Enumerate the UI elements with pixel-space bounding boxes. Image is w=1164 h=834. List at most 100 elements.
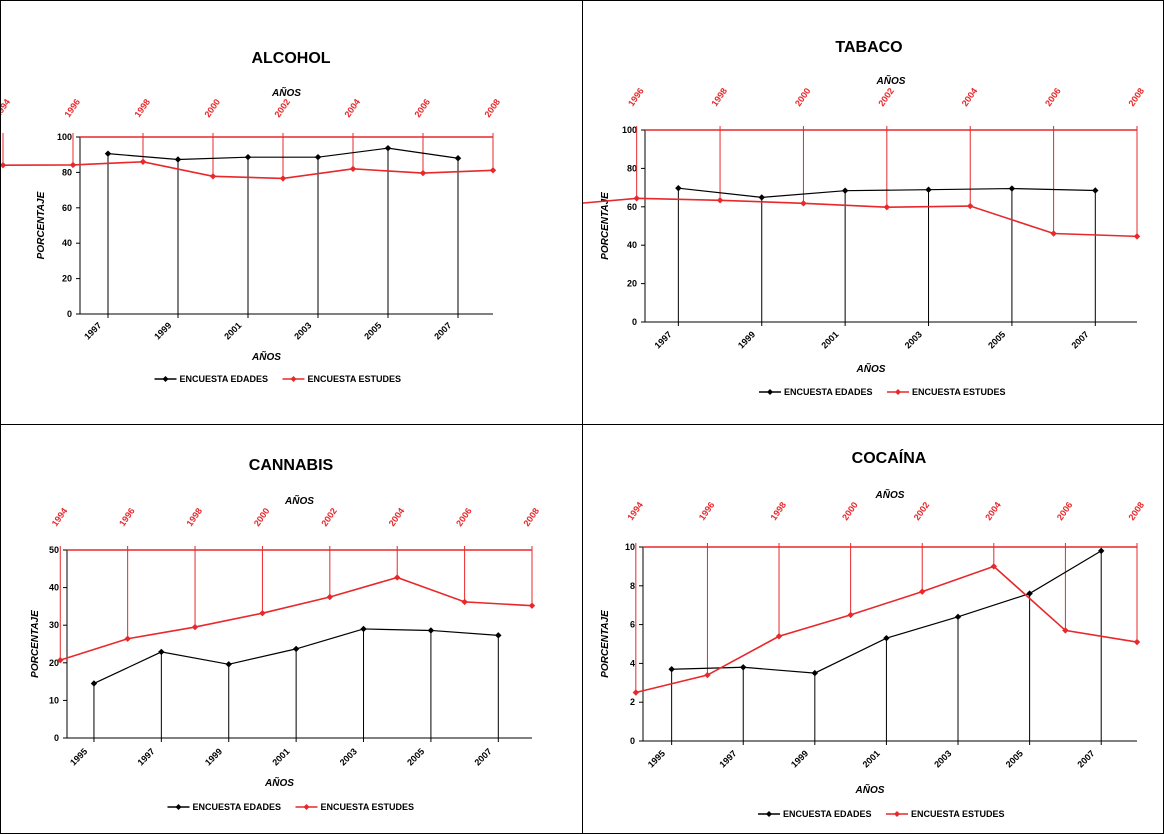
x-tick-label-top: 1998 — [768, 500, 788, 522]
legend-label-encuesta-edades: ENCUESTA EDADES — [784, 387, 873, 397]
top-axis-title: AÑOS — [284, 494, 314, 507]
x-tick-label-top: 1994 — [625, 500, 645, 522]
chart-title: ALCOHOL — [251, 50, 330, 67]
data-point-encuesta-edades — [90, 680, 98, 687]
legend-marker-encuesta-edades — [162, 376, 169, 382]
legend-marker-encuesta-estudes — [290, 376, 297, 382]
data-point-encuesta-edades — [314, 153, 322, 161]
data-point-encuesta-edades — [384, 144, 392, 152]
x-tick-label-bottom: 2003 — [338, 746, 359, 767]
x-tick-label-bottom: 2005 — [1004, 748, 1025, 769]
x-tick-label-bottom: 2001 — [861, 748, 882, 769]
y-tick-label: 8 — [630, 581, 635, 591]
x-tick-label-top: 2000 — [202, 97, 222, 119]
y-tick-label: 40 — [627, 240, 637, 250]
x-tick-label-top: 1994 — [0, 97, 12, 119]
x-tick-label-bottom: 1997 — [82, 320, 103, 341]
data-point-encuesta-edades — [225, 661, 232, 668]
chart-title: COCAÍNA — [852, 448, 927, 467]
data-point-encuesta-estudes — [1133, 233, 1141, 240]
x-tick-label-bottom: 2003 — [932, 748, 953, 769]
data-point-encuesta-estudes — [349, 165, 357, 173]
x-tick-label-top: 1996 — [697, 500, 717, 522]
data-point-encuesta-estudes — [259, 609, 266, 617]
y-tick-label: 0 — [67, 309, 72, 319]
x-tick-label-top: 1998 — [709, 86, 729, 108]
y-tick-label: 20 — [49, 658, 59, 668]
chart-panel-alcohol: ALCOHOL AÑOS 0 20 40 60 80 100 PORCENTAJE 1997 199… — [0, 0, 583, 425]
legend-label-encuesta-estudes: ENCUESTA ESTUDES — [321, 802, 415, 812]
chart-cocaina: COCAÍNA AÑOS 0 2 4 6 8 10 PORCENTAJE 1995 1997 1999… — [600, 448, 1146, 819]
x-tick-label-bottom: 2001 — [270, 746, 291, 767]
chart-title: TABACO — [835, 39, 902, 56]
y-tick-label: 80 — [627, 163, 637, 173]
x-tick-label-bottom: 1997 — [653, 329, 674, 350]
x-tick-label-bottom: 2007 — [432, 320, 453, 341]
data-point-encuesta-estudes — [139, 158, 147, 165]
y-tick-label: 80 — [62, 167, 72, 177]
data-point-encuesta-estudes — [489, 167, 497, 174]
x-tick-label-bottom: 2005 — [362, 320, 383, 341]
data-point-encuesta-edades — [454, 155, 462, 162]
x-tick-label-top: 1998 — [184, 506, 204, 528]
y-tick-label: 100 — [622, 125, 637, 135]
data-point-encuesta-estudes — [847, 611, 854, 619]
data-point-encuesta-edades — [758, 194, 765, 201]
y-tick-label: 60 — [62, 203, 72, 213]
x-tick-label-top: 2002 — [912, 500, 932, 522]
y-tick-label: 100 — [57, 132, 72, 142]
legend-label-encuesta-edades: ENCUESTA EDADES — [180, 374, 269, 384]
x-tick-label-top: 2002 — [876, 86, 896, 108]
y-tick-label: 2 — [630, 697, 635, 707]
chart-panel-tabaco: TABACO AÑOS 0 20 40 60 80 100 PORCENTAJE 1997 1999… — [582, 0, 1164, 425]
x-tick-label-top: 2004 — [342, 97, 362, 119]
data-point-encuesta-edades — [292, 645, 300, 653]
x-tick-label-top: 2000 — [840, 500, 860, 522]
x-tick-label-bottom: 1997 — [136, 746, 157, 767]
x-tick-label-bottom: 2007 — [472, 746, 493, 767]
bottom-axis-title: AÑOS — [251, 350, 281, 363]
data-point-encuesta-edades — [495, 632, 502, 639]
x-tick-label-top: 1996 — [626, 86, 646, 108]
data-point-encuesta-edades — [675, 184, 682, 192]
data-point-encuesta-edades — [925, 186, 932, 193]
x-tick-label-bottom: 2003 — [292, 320, 313, 341]
legend-label-encuesta-estudes: ENCUESTA ESTUDES — [911, 809, 1005, 819]
data-point-encuesta-estudes — [279, 175, 287, 182]
chart-title: CANNABIS — [249, 457, 334, 474]
data-point-encuesta-estudes — [419, 169, 427, 177]
data-point-encuesta-estudes — [883, 203, 891, 211]
x-tick-label-top: 2004 — [960, 86, 980, 108]
top-axis-title: AÑOS — [271, 86, 301, 99]
data-point-encuesta-estudes — [967, 202, 974, 210]
y-tick-label: 0 — [54, 733, 59, 743]
data-point-encuesta-edades — [427, 627, 435, 634]
x-tick-label-bottom: 1999 — [152, 320, 173, 341]
x-tick-label-bottom: 2001 — [222, 320, 243, 341]
y-tick-label: 20 — [62, 274, 72, 284]
x-tick-label-bottom: 2007 — [1069, 329, 1090, 350]
data-point-encuesta-edades — [104, 150, 112, 157]
chart-alcohol: ALCOHOL AÑOS 0 20 40 60 80 100 PORCENTAJE 1997 199… — [0, 50, 502, 384]
x-tick-label-top: 2004 — [387, 506, 407, 528]
y-tick-label: 10 — [49, 695, 59, 705]
x-tick-label-top: 1998 — [132, 97, 152, 119]
x-tick-label-top: 2008 — [1126, 86, 1146, 108]
x-tick-label-top: 2002 — [272, 97, 292, 119]
data-point-encuesta-edades — [244, 153, 252, 161]
y-axis-title: PORCENTAJE — [30, 610, 41, 678]
data-point-encuesta-edades — [811, 669, 819, 677]
data-point-encuesta-estudes — [191, 623, 199, 631]
x-tick-label-bottom: 1995 — [68, 746, 89, 767]
y-tick-label: 10 — [625, 542, 635, 552]
x-tick-label-top: 1996 — [117, 506, 137, 528]
data-point-encuesta-edades — [841, 187, 849, 194]
data-point-encuesta-edades — [954, 613, 962, 621]
x-tick-label-top: 2000 — [793, 86, 813, 108]
data-point-encuesta-estudes — [394, 574, 401, 581]
data-point-encuesta-estudes — [1050, 230, 1057, 237]
data-point-encuesta-estudes — [528, 602, 536, 609]
x-tick-label-top: 2002 — [319, 506, 339, 528]
data-point-encuesta-estudes — [775, 633, 783, 640]
y-tick-label: 0 — [632, 317, 637, 327]
